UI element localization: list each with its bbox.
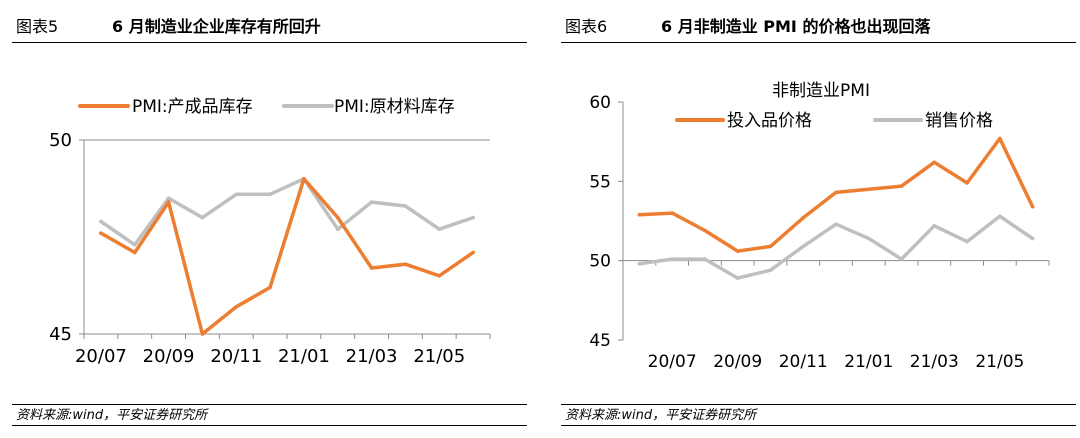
x-tick-label: 20/11	[210, 346, 262, 367]
figure-title: 6 月制造业企业库存有所回升	[112, 17, 321, 36]
data-point	[1030, 204, 1035, 209]
legend-label: 投入品价格	[727, 111, 812, 131]
series-line	[99, 177, 475, 247]
data-point	[132, 250, 137, 255]
data-point	[768, 268, 773, 272]
data-point	[998, 214, 1002, 219]
x-tick-label: 20/07	[648, 352, 697, 372]
data-point	[403, 204, 408, 208]
x-tick-label: 20/07	[75, 346, 127, 367]
y-tick-label: 50	[49, 130, 72, 151]
figure-header: 图表5 6 月制造业企业库存有所回升	[12, 14, 527, 43]
x-tick-label: 21/03	[910, 352, 959, 372]
data-point	[965, 239, 969, 244]
data-point	[268, 192, 272, 197]
figure-header: 图表6 6 月非制造业 PMI 的价格也出现回落	[561, 14, 1076, 43]
data-point	[335, 227, 340, 232]
data-point	[437, 227, 442, 232]
figure-5: 图表5 6 月制造业企业库存有所回升 PMI:产成品库存 PMI:原材料库存 50 45…	[12, 0, 527, 438]
data-point	[899, 257, 904, 261]
figure-label: 图表5	[16, 17, 59, 36]
legend-label: PMI:产成品库存	[132, 97, 253, 117]
figure-label: 图表6	[565, 17, 608, 36]
x-tick-label: 21/03	[346, 346, 398, 367]
x-tick-label: 21/01	[844, 352, 893, 372]
data-point	[637, 262, 642, 266]
data-point	[369, 200, 374, 204]
data-point	[670, 257, 674, 261]
figure-6: 图表6 6 月非制造业 PMI 的价格也出现回落 非制造业PMI 投入品价格 销售价格…	[561, 0, 1076, 438]
x-tick-label: 21/01	[278, 346, 330, 367]
y-tick-label: 55	[589, 172, 611, 192]
data-point	[403, 262, 408, 266]
y-tick-label: 45	[49, 324, 72, 345]
data-point	[1030, 236, 1035, 241]
data-point	[932, 223, 937, 228]
data-point	[965, 181, 969, 185]
data-point	[866, 187, 871, 192]
data-point	[735, 249, 740, 253]
data-point	[637, 212, 642, 217]
source-note: 资料来源:wind，平安证券研究所	[561, 404, 1076, 426]
source-note: 资料来源:wind，平安证券研究所	[12, 404, 527, 426]
data-point	[866, 236, 871, 241]
series-line	[637, 136, 1035, 253]
y-tick-label: 45	[589, 331, 611, 351]
data-point	[703, 257, 707, 261]
data-point	[735, 276, 740, 280]
data-point	[200, 215, 205, 220]
data-point	[703, 228, 707, 233]
x-tick-label: 20/11	[779, 352, 828, 372]
x-tick-label: 20/09	[143, 346, 195, 367]
data-point	[369, 266, 374, 270]
data-point	[899, 184, 904, 188]
data-point	[768, 244, 773, 249]
x-tick-label: 21/05	[975, 352, 1024, 372]
data-point	[932, 160, 937, 165]
y-tick-label: 60	[589, 93, 611, 113]
data-point	[234, 192, 239, 197]
data-point	[166, 196, 171, 200]
chart-title: 非制造业PMI	[772, 81, 870, 101]
data-point	[834, 190, 838, 195]
x-tick-label: 21/05	[413, 346, 465, 367]
figure-title: 6 月非制造业 PMI 的价格也出现回落	[661, 17, 931, 36]
data-point	[471, 250, 475, 255]
data-point	[801, 244, 806, 249]
data-point	[302, 177, 306, 181]
non-manufacturing-price-chart: 非制造业PMI 投入品价格 销售价格 60 55 50 45 20/07 20/09 20/11 2…	[589, 81, 1050, 372]
data-point	[234, 305, 239, 309]
data-point	[99, 219, 103, 224]
data-point	[471, 215, 475, 220]
data-point	[132, 242, 137, 247]
data-point	[834, 222, 838, 226]
legend-label: PMI:原材料库存	[334, 97, 455, 117]
data-point	[166, 200, 171, 204]
data-point	[200, 332, 205, 336]
data-point	[335, 215, 340, 220]
x-tick-label: 20/09	[713, 352, 762, 372]
data-point	[99, 231, 103, 235]
data-point	[437, 274, 442, 278]
legend-label: 销售价格	[925, 111, 993, 131]
series-line	[99, 177, 475, 336]
data-point	[801, 216, 806, 220]
data-point	[670, 211, 674, 215]
data-point	[998, 136, 1002, 141]
data-point	[268, 285, 272, 290]
y-tick-label: 50	[589, 252, 611, 272]
